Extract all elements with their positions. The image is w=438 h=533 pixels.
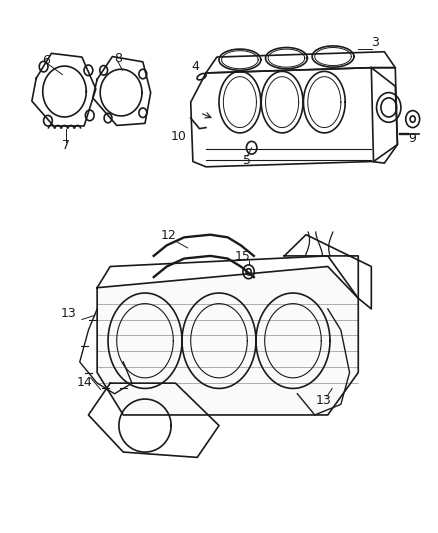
Text: 3: 3 bbox=[371, 36, 379, 49]
Text: 10: 10 bbox=[171, 130, 187, 143]
Text: 4: 4 bbox=[191, 60, 199, 72]
Text: 8: 8 bbox=[114, 52, 122, 65]
Text: 15: 15 bbox=[235, 251, 251, 263]
Text: 12: 12 bbox=[161, 229, 177, 242]
Text: 7: 7 bbox=[62, 139, 70, 152]
Text: 6: 6 bbox=[42, 54, 50, 67]
Text: 9: 9 bbox=[409, 132, 417, 144]
Text: 14: 14 bbox=[77, 376, 93, 389]
Text: 13: 13 bbox=[315, 393, 331, 407]
Polygon shape bbox=[97, 266, 358, 415]
Text: 13: 13 bbox=[61, 306, 77, 320]
Text: 5: 5 bbox=[243, 154, 251, 167]
